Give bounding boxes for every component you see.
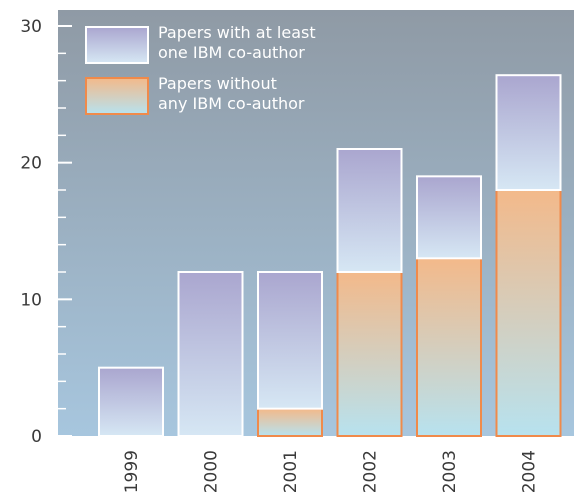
bar-2001-series-0: [257, 407, 323, 437]
y-tick-label: 0: [31, 427, 42, 447]
bar-1999-series-1: [98, 366, 164, 437]
legend-swatch: [85, 26, 149, 64]
bar-2004-series-1: [495, 74, 562, 191]
legend-label: any IBM co-author: [158, 94, 305, 113]
bar-2002-series-0: [336, 271, 403, 437]
x-tick-label: 2002: [361, 450, 381, 493]
bars: [98, 74, 562, 438]
legend-label: one IBM co-author: [158, 43, 305, 62]
x-axis-labels: 1999 2000 2001 2002 2003 2004: [122, 450, 540, 493]
x-tick-label: 2000: [202, 450, 222, 493]
y-tick-label: 30: [20, 17, 42, 37]
legend-label: Papers with at least: [158, 23, 316, 42]
legend-swatch: [85, 77, 149, 115]
x-tick-label: 2001: [281, 450, 301, 493]
bar-2003-series-0: [416, 257, 482, 438]
bar-2002-series-1: [336, 148, 403, 273]
x-tick-label: 2004: [520, 450, 540, 493]
bar-2003-series-1: [416, 175, 482, 260]
legend-label: Papers without: [158, 74, 277, 93]
bar-2000-series-1: [177, 271, 244, 437]
x-tick-label: 1999: [122, 450, 142, 493]
bar-2001-series-1: [257, 271, 323, 410]
bar-2004-series-0: [495, 189, 562, 437]
x-tick-label: 2003: [440, 450, 460, 493]
y-tick-label: 20: [20, 154, 42, 174]
y-axis: 0 10 20 30: [20, 17, 72, 447]
y-tick-label: 10: [20, 290, 42, 310]
